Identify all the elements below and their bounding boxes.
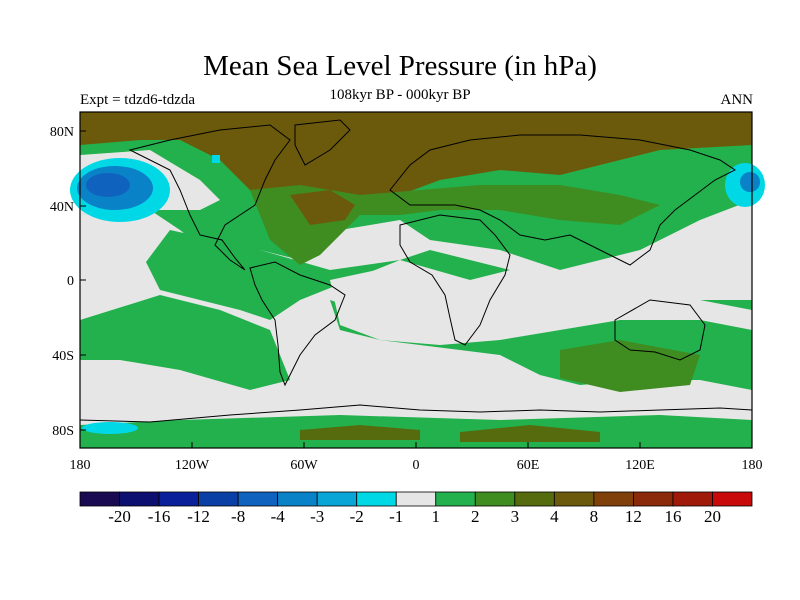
lat-tick-label: 80N bbox=[50, 125, 74, 140]
colorbar-label: 3 bbox=[511, 507, 520, 526]
colorbar-label: 16 bbox=[664, 507, 681, 526]
lon-tick-label: 120W bbox=[175, 458, 210, 473]
coast-antarctica bbox=[79, 404, 753, 423]
colorbar-label: -16 bbox=[148, 507, 171, 526]
field-indian-olive bbox=[560, 340, 700, 392]
coast-north-america bbox=[128, 124, 291, 271]
field-atlantic-tropics bbox=[140, 230, 510, 320]
field-southern-brown-1 bbox=[300, 425, 420, 440]
lat-tick-label: 80S bbox=[52, 424, 74, 439]
colorbar-label: -3 bbox=[310, 507, 324, 526]
field-east-aleutian-mid bbox=[740, 172, 760, 192]
colorbar-swatch bbox=[435, 491, 476, 507]
coast-australia bbox=[614, 299, 706, 361]
colorbar-label: -2 bbox=[350, 507, 364, 526]
colorbar-swatch bbox=[79, 491, 120, 507]
anomaly-brown-fields bbox=[80, 112, 752, 442]
colorbar-swatch bbox=[277, 491, 318, 507]
colorbar-labels: -20 -16 -12 -8 -4 -3 -2 -1 1 2 3 4 8 12 16 20 bbox=[108, 507, 721, 526]
colorbar-swatch bbox=[356, 491, 397, 507]
colorbar-label: -4 bbox=[271, 507, 286, 526]
anomaly-blue-fields bbox=[70, 155, 765, 434]
field-greenland-blue bbox=[212, 155, 220, 163]
colorbar-swatch bbox=[593, 491, 634, 507]
lon-tick-label: 180 bbox=[70, 458, 91, 473]
colorbar-label: -1 bbox=[389, 507, 403, 526]
lat-axis: 80N 40N 0 40S 80S bbox=[50, 125, 86, 439]
plot-title: Mean Sea Level Pressure (in hPa) bbox=[203, 50, 597, 82]
coast-south-america bbox=[249, 261, 346, 387]
colorbar-label: 4 bbox=[550, 507, 559, 526]
colorbar-swatch bbox=[395, 491, 437, 507]
colorbar-swatch bbox=[316, 491, 358, 507]
coast-africa bbox=[399, 214, 511, 346]
lon-tick-label: 60E bbox=[517, 458, 540, 473]
lon-tick-label: 60W bbox=[290, 458, 318, 473]
neutral-south-pacific-south bbox=[80, 362, 250, 392]
colorbar-swatch bbox=[237, 491, 279, 507]
field-antarctic-blue bbox=[82, 422, 138, 434]
lon-tick-label: 0 bbox=[413, 458, 420, 473]
map-panel bbox=[70, 111, 765, 449]
neutral-tropical-indian bbox=[330, 265, 752, 345]
field-southern-brown-2 bbox=[460, 425, 600, 442]
lon-axis: 180 120W 60W 0 60E 120E 180 bbox=[70, 442, 763, 473]
lon-tick-label: 120E bbox=[625, 458, 655, 473]
colorbar-label: -12 bbox=[187, 507, 210, 526]
colorbar-swatch bbox=[553, 491, 595, 507]
colorbar-swatch bbox=[672, 491, 713, 507]
colorbar-swatch bbox=[119, 491, 160, 507]
colorbar-label: 2 bbox=[471, 507, 480, 526]
colorbar bbox=[79, 491, 753, 507]
colorbar-label: 8 bbox=[590, 507, 599, 526]
lat-tick-label: 40S bbox=[52, 349, 74, 364]
colorbar-label: 1 bbox=[432, 507, 441, 526]
field-south-pacific bbox=[80, 295, 290, 390]
experiment-label: Expt = tdzd6-tdzda bbox=[80, 92, 196, 108]
coastlines bbox=[79, 119, 753, 423]
colorbar-swatch bbox=[514, 491, 555, 507]
colorbar-swatch bbox=[158, 491, 199, 507]
colorbar-label: -20 bbox=[108, 507, 131, 526]
lat-tick-label: 0 bbox=[67, 274, 74, 289]
coast-greenland bbox=[294, 119, 351, 166]
colorbar-swatch bbox=[198, 491, 239, 507]
field-atlantic-brown bbox=[290, 190, 355, 225]
neutral-southern bbox=[80, 385, 752, 425]
coast-eurasia bbox=[389, 134, 736, 266]
field-aleutian-low-inner bbox=[86, 173, 130, 197]
season-label: ANN bbox=[720, 92, 754, 108]
plot-subtitle: 108kyr BP - 000kyr BP bbox=[329, 87, 471, 103]
colorbar-swatch bbox=[633, 491, 674, 507]
colorbar-swatch bbox=[474, 491, 516, 507]
lon-tick-label: 180 bbox=[742, 458, 763, 473]
colorbar-label: -8 bbox=[231, 507, 245, 526]
neutral-east-pacific bbox=[80, 240, 160, 320]
lat-tick-label: 40N bbox=[50, 200, 74, 215]
colorbar-label: 12 bbox=[625, 507, 642, 526]
colorbar-swatch bbox=[712, 491, 753, 507]
colorbar-label: 20 bbox=[704, 507, 721, 526]
field-arctic-high bbox=[80, 112, 752, 230]
